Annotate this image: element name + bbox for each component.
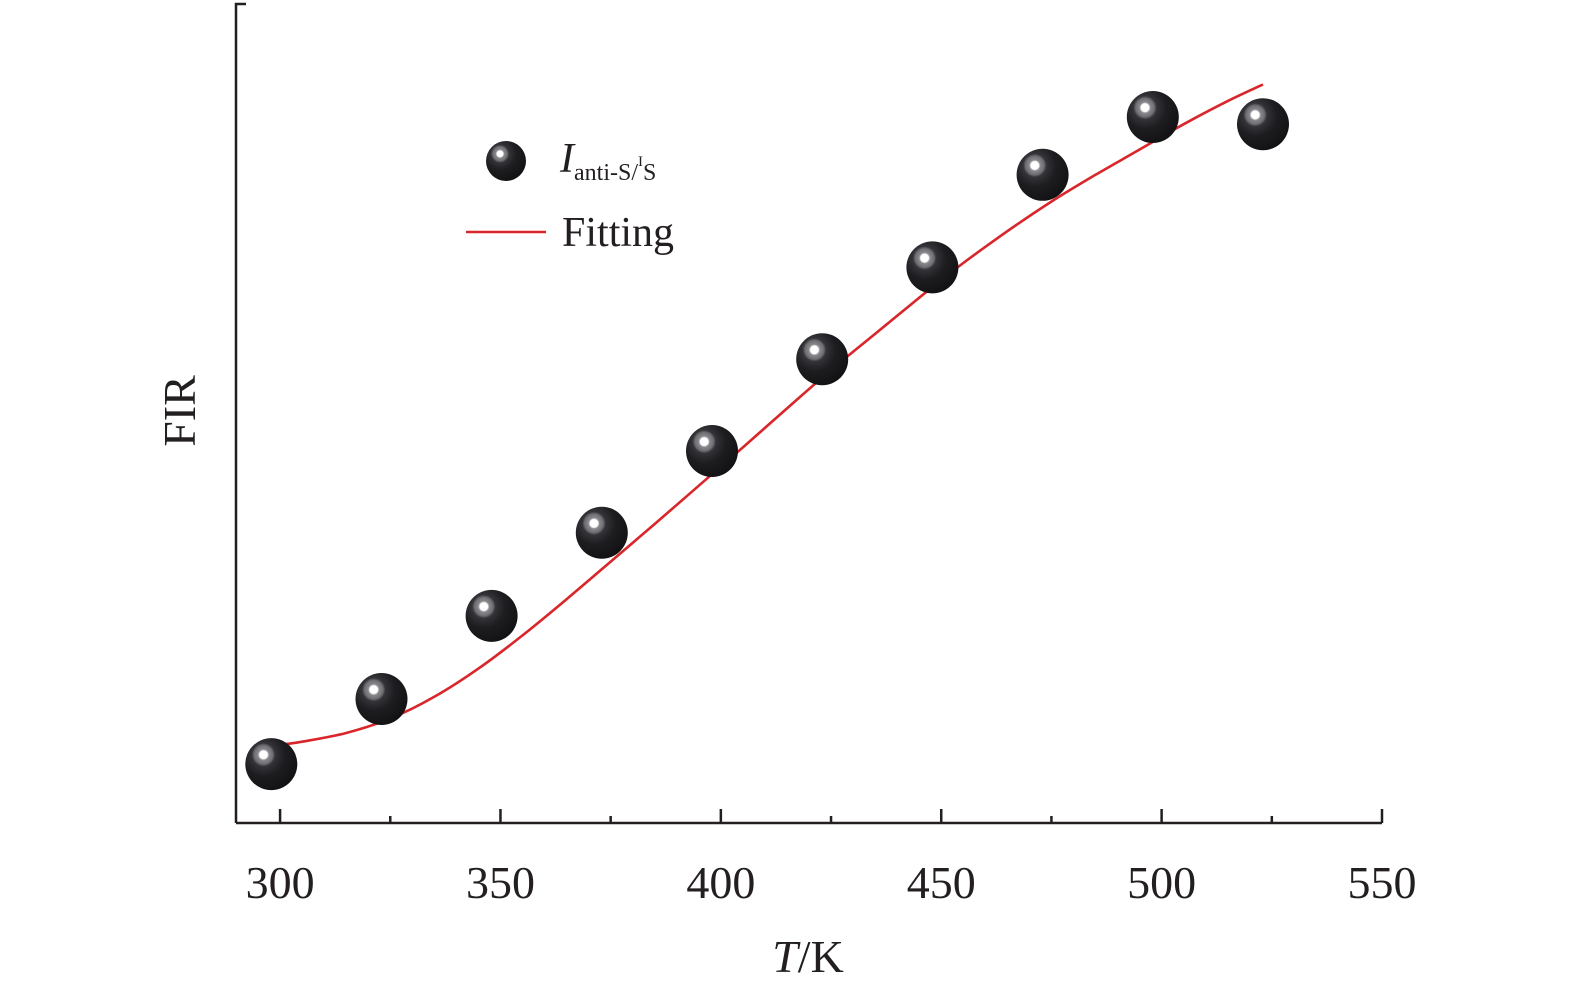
legend: Ianti-S/IS Fitting [466,136,674,256]
data-point [355,673,408,725]
legend-points-label-sub-b: S [643,160,656,186]
legend-points-label-sub-a: anti-S/ [574,160,638,186]
data-point [1126,91,1179,143]
legend-points-label-sup: I [638,154,643,170]
x-axis-label: T/K [772,931,844,982]
x-tick-label: 500 [1127,857,1196,908]
data-point [686,425,738,477]
plot-area: 300 350 400 450 500 550 [234,2,1417,908]
x-axis-label-italic: T [772,931,801,982]
legend-fitting-label: Fitting [562,210,674,256]
x-tick-label: 550 [1348,857,1417,908]
data-point [575,506,628,559]
fitting-curve [271,83,1264,748]
x-axis-label-unit: /K [798,931,844,982]
data-point [245,738,298,791]
x-tick-label: 400 [686,857,755,908]
x-tick-label: 450 [907,857,976,908]
data-points [245,91,1289,791]
legend-points-label-main: I [559,136,576,182]
legend-sphere-marker [486,141,526,181]
x-tick-label: 300 [246,857,315,908]
data-point [465,589,518,642]
x-axis-tick-labels: 300 350 400 450 500 550 [246,857,1417,908]
data-point [1237,98,1289,151]
legend-points-label: Ianti-S/IS [559,136,656,186]
y-axis-line [234,2,246,823]
legend-entry-fitting: Fitting [466,210,674,256]
legend-entry-points: Ianti-S/IS [486,136,656,186]
x-tick-label: 350 [466,857,535,908]
data-point [906,241,959,294]
x-axis-ticks [278,809,1384,823]
data-point [796,333,849,386]
y-axis-label: FIR [154,375,205,447]
data-point [1016,148,1069,201]
